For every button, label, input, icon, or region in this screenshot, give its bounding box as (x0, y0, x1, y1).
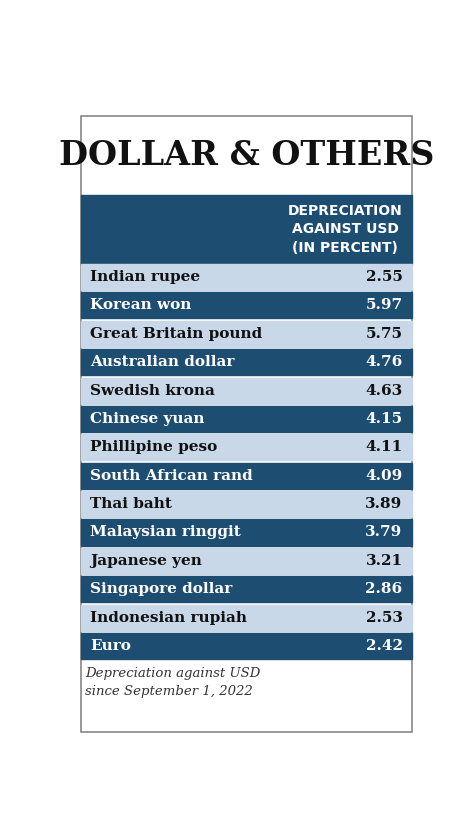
Text: DEPRECIATION
AGAINST USD
(IN PERCENT): DEPRECIATION AGAINST USD (IN PERCENT) (288, 204, 402, 255)
Bar (81, 321, 412, 347)
Text: 2.53: 2.53 (365, 611, 402, 625)
Text: 2.42: 2.42 (365, 639, 402, 653)
Text: 5.75: 5.75 (365, 327, 402, 341)
Text: 3.89: 3.89 (365, 497, 402, 511)
Text: Indonesian rupiah: Indonesian rupiah (90, 611, 247, 625)
Text: Chinese yuan: Chinese yuan (90, 412, 205, 426)
Text: DOLLAR & OTHERS: DOLLAR & OTHERS (59, 139, 434, 172)
Bar (81, 548, 412, 574)
Text: Singapore dollar: Singapore dollar (90, 582, 233, 596)
Text: Japanese yen: Japanese yen (90, 554, 202, 568)
Text: 2.86: 2.86 (365, 582, 402, 596)
Text: 5.97: 5.97 (365, 298, 402, 312)
Text: Great Britain pound: Great Britain pound (90, 327, 263, 341)
Bar (81, 605, 412, 631)
Bar (81, 491, 412, 517)
Text: Swedish krona: Swedish krona (90, 384, 215, 397)
Bar (81, 519, 412, 545)
Bar (81, 349, 412, 375)
Text: Thai baht: Thai baht (90, 497, 172, 511)
Bar (81, 463, 412, 489)
Bar (81, 576, 412, 602)
Text: South African rand: South African rand (90, 469, 253, 483)
Text: 4.76: 4.76 (365, 355, 402, 370)
Text: Euro: Euro (90, 639, 131, 653)
Text: Phillipine peso: Phillipine peso (90, 440, 218, 454)
Bar (81, 377, 412, 404)
Text: 2.55: 2.55 (366, 270, 402, 284)
Text: 4.63: 4.63 (365, 384, 402, 397)
Bar (81, 406, 412, 432)
Text: Depreciation against USD
since September 1, 2022: Depreciation against USD since September… (85, 667, 260, 698)
Bar (81, 195, 412, 264)
Text: 3.21: 3.21 (365, 554, 402, 568)
Text: 3.79: 3.79 (365, 526, 402, 539)
Bar (81, 264, 412, 290)
Bar (81, 292, 412, 318)
FancyBboxPatch shape (81, 116, 412, 732)
Text: Korean won: Korean won (90, 298, 191, 312)
Text: Malaysian ringgit: Malaysian ringgit (90, 526, 241, 539)
Text: 4.15: 4.15 (365, 412, 402, 426)
Text: 4.09: 4.09 (365, 469, 402, 483)
Text: Australian dollar: Australian dollar (90, 355, 235, 370)
Text: 4.11: 4.11 (365, 440, 402, 454)
Bar (81, 633, 412, 659)
Bar (81, 434, 412, 460)
Text: Indian rupee: Indian rupee (90, 270, 201, 284)
